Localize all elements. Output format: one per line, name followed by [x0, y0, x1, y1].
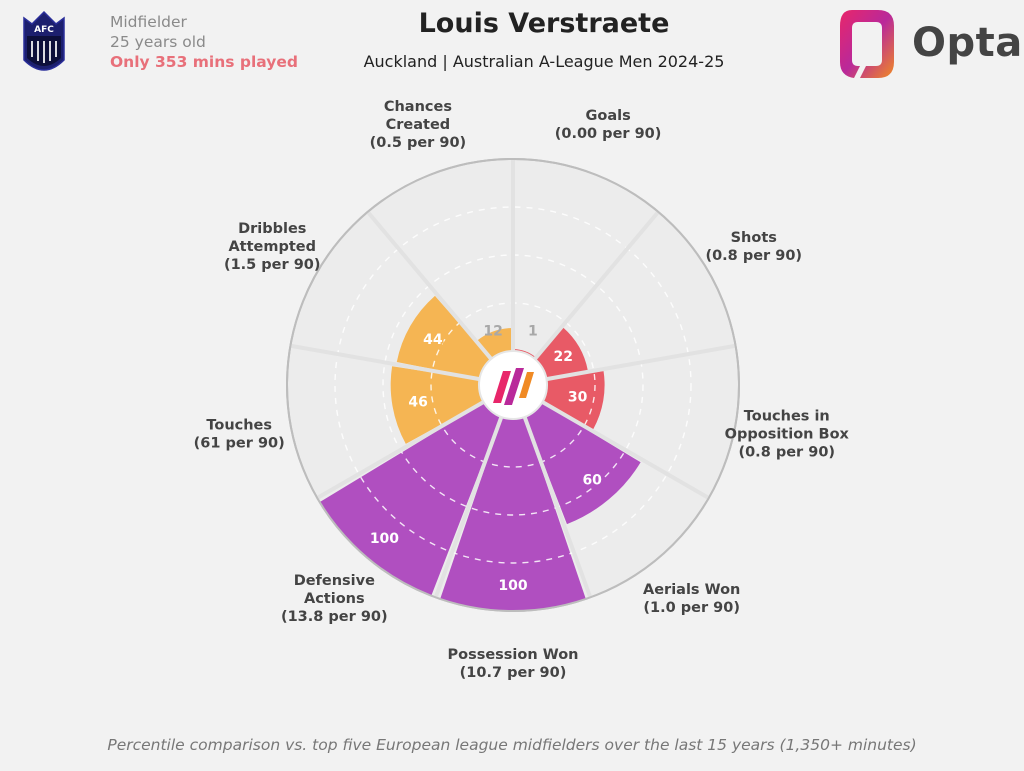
- value-label: 100: [370, 531, 399, 547]
- grid-spoke: [541, 400, 710, 500]
- outer-ring: [286, 158, 740, 612]
- category-label: Chances: [384, 99, 452, 115]
- bar-aerials-won: [525, 402, 641, 525]
- category-label: Possession Won: [447, 647, 578, 663]
- value-label: 100: [498, 578, 527, 594]
- player-meta: Midfielder 25 years old Only 353 mins pl…: [110, 12, 298, 72]
- value-label: 12: [483, 323, 502, 339]
- category-label: Shots: [731, 230, 777, 246]
- category-per90-label: (1.0 per 90): [643, 600, 740, 616]
- value-label: 46: [408, 395, 427, 411]
- category-label: Dribbles: [238, 221, 306, 237]
- opta-brand: Opta: [912, 20, 1023, 66]
- bar-touches-in-opposition-box: [542, 370, 605, 430]
- category-per90-label: (13.8 per 90): [281, 609, 388, 625]
- grid-ring: [334, 206, 692, 564]
- bar-shots: [535, 327, 588, 379]
- bar-possession-won: [440, 417, 586, 612]
- bar-dribbles-attempted: [396, 295, 491, 379]
- category-label: Defensive: [294, 573, 375, 589]
- category-label: Actions: [304, 591, 365, 607]
- grid-spoke: [316, 400, 485, 500]
- category-per90-label: (0.8 per 90): [738, 444, 835, 460]
- value-label: 1: [528, 323, 538, 339]
- category-label: Created: [386, 117, 451, 133]
- category-per90-label: (10.7 per 90): [460, 665, 567, 681]
- grid-spoke: [433, 416, 504, 599]
- value-label: 44: [423, 332, 443, 348]
- grid-spoke: [533, 210, 660, 361]
- category-per90-label: (1.5 per 90): [224, 257, 321, 273]
- category-label: Goals: [585, 108, 630, 124]
- player-age: 25 years old: [110, 33, 206, 51]
- opta-logo-icon: [840, 10, 894, 78]
- value-label: 22: [553, 349, 572, 365]
- category-per90-label: (0.00 per 90): [555, 126, 662, 142]
- bar-touches: [390, 366, 484, 444]
- category-per90-label: (0.5 per 90): [370, 135, 467, 151]
- category-label: Touches: [206, 417, 272, 433]
- minutes-warning: Only 353 mins played: [110, 53, 298, 71]
- player-position: Midfielder: [110, 13, 187, 31]
- footnote: Percentile comparison vs. top five Europ…: [107, 736, 917, 754]
- value-label: 30: [568, 389, 588, 405]
- category-label: Aerials Won: [643, 582, 740, 598]
- opta-mark-icon: [493, 368, 534, 405]
- category-label: Opposition Box: [725, 426, 850, 442]
- crest-letters: AFC: [34, 25, 54, 35]
- grid-spoke: [366, 210, 493, 361]
- category-per90-label: (61 per 90): [194, 435, 285, 451]
- category-per90-label: (0.8 per 90): [705, 248, 802, 264]
- grid-spoke: [546, 343, 736, 382]
- grid-spoke: [290, 343, 480, 382]
- bar-defensive-actions: [319, 402, 501, 596]
- team-league: Auckland | Australian A-League Men 2024-…: [363, 52, 725, 71]
- category-label: Attempted: [228, 239, 316, 255]
- value-label: 60: [582, 472, 602, 488]
- category-label: Touches in: [744, 408, 830, 424]
- center-badge: [478, 350, 548, 420]
- player-name: Louis Verstraete: [418, 8, 670, 39]
- club-crest: AFC: [23, 10, 65, 71]
- grid-spoke: [522, 416, 593, 599]
